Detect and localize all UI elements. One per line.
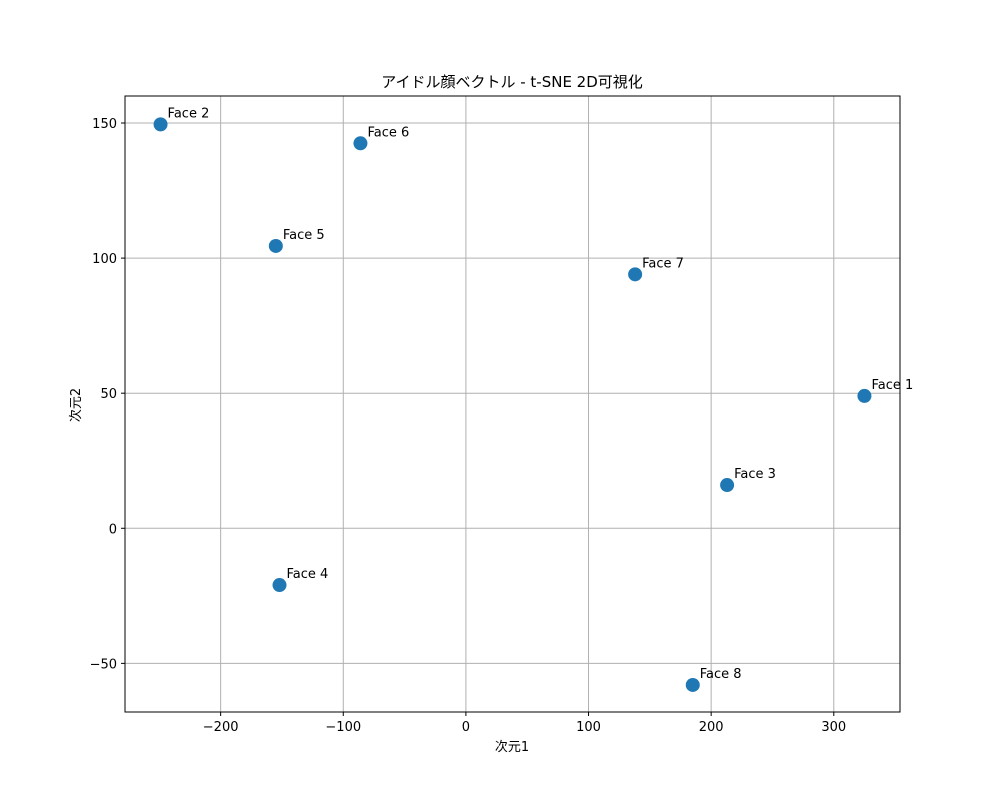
plot-area-frame xyxy=(124,95,901,713)
data-point xyxy=(685,677,700,692)
data-point xyxy=(720,478,735,493)
data-points: Face 1 Face 2 Face 3 Face 4 Face 5 Face 6 Face… xyxy=(153,106,913,692)
y-tick-label: 100 xyxy=(92,252,117,267)
data-point xyxy=(628,267,643,282)
y-tick-label: 0 xyxy=(109,522,117,537)
data-point xyxy=(353,136,368,151)
point-label: Face 6 xyxy=(367,125,409,140)
point-label: Face 1 xyxy=(871,378,913,393)
point-label: Face 8 xyxy=(700,667,742,682)
x-tick-label: −200 xyxy=(203,720,239,735)
x-tick-label: −100 xyxy=(325,720,361,735)
data-point xyxy=(268,238,283,253)
point-label: Face 4 xyxy=(287,567,329,582)
y-tick-label: 50 xyxy=(100,387,117,402)
y-axis-label: 次元2 xyxy=(68,388,84,422)
point-label: Face 5 xyxy=(283,228,325,243)
x-tick-label: 100 xyxy=(576,720,601,735)
x-tick-label: 200 xyxy=(699,720,724,735)
chart-title: アイドル顔ベクトル - t-SNE 2D可視化 xyxy=(381,73,643,91)
point-label: Face 3 xyxy=(734,467,776,482)
point-label: Face 7 xyxy=(642,256,684,271)
y-tick-label: 150 xyxy=(92,117,117,132)
y-tick-label: −50 xyxy=(90,657,117,672)
grid xyxy=(125,96,900,712)
data-point xyxy=(857,388,872,403)
x-tick-label: 300 xyxy=(821,720,846,735)
x-axis-label: 次元1 xyxy=(495,739,529,755)
point-label: Face 2 xyxy=(168,106,210,121)
data-point xyxy=(272,578,287,593)
axis-ticks: −200 −100 0 100 200 300 −50 0 50 100 150 xyxy=(90,117,847,735)
data-point xyxy=(153,117,168,132)
x-tick-label: 0 xyxy=(462,720,470,735)
